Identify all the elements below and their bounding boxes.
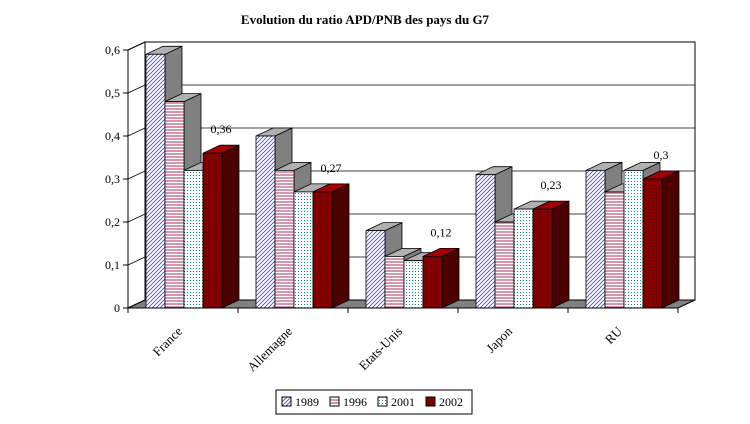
bar-front [642,178,663,309]
data-label: 0,23 [541,178,562,192]
data-label: 0,12 [431,225,452,239]
legend-box [275,389,473,415]
gridline-side [127,213,146,223]
bar-front [403,260,424,309]
bar-front [623,169,644,309]
bars [145,45,680,309]
legend-swatch [377,396,388,407]
category-label: Allemagne [244,323,295,374]
bar-front [255,135,276,309]
chart-title: Evolution du ratio APD/PNB des pays du G… [241,12,490,27]
legend-swatch [425,396,436,407]
legend-label: 1989 [295,395,319,409]
category-label: RU [602,323,626,347]
bar-japon-2002 [532,200,570,309]
bar-side [441,247,460,309]
data-label: 0,36 [211,122,232,136]
bar-side [331,183,350,309]
legend-item-2001: 2001 [377,395,415,409]
y-tick-label: 0,5 [105,86,120,100]
y-tick-label: 0,3 [105,172,120,186]
bar-front [183,169,204,309]
bar-side [551,200,570,309]
bar-front [365,230,386,309]
bar-side [661,170,680,309]
legend-item-1996: 1996 [329,395,367,409]
legend: 1989 1996 2001 2002 [275,389,473,415]
bar-front [384,255,405,309]
bar-ru-2002 [642,170,680,309]
legend-label: 2001 [391,395,415,409]
category-label: France [150,323,186,359]
y-tick-label: 0,2 [105,215,120,229]
y-tick-label: 0 [114,301,120,315]
gridline-side [127,84,146,94]
data-labels: 0,36 0,27 0,12 0,23 0,3 [211,122,669,239]
bar-front [585,169,606,309]
bar-etats-unis-2002 [422,247,460,309]
y-axis-ticks: 0 0,1 0,2 0,3 0,4 0,5 0,6 [105,43,129,315]
bar-front [274,169,295,309]
legend-swatch [329,396,340,407]
x-axis-labels: France Allemagne Etats-Unis Japon RU [127,307,679,374]
y-tick-label: 0,4 [105,129,120,143]
y-tick-label: 0,6 [105,43,120,57]
bar-front [293,191,314,309]
gridline-side [127,256,146,266]
y-tick-label: 0,1 [105,258,120,272]
category-label: Japon [483,323,515,355]
gridline-side [127,170,146,180]
bar-front [312,191,333,309]
bar-front [202,152,223,309]
bar-front [604,191,625,309]
legend-items: 1989 1996 2001 2002 [281,395,463,409]
bar-allemagne-2002 [312,183,350,309]
bar-front [513,208,534,309]
data-label: 0,27 [321,161,342,175]
bar-front [475,174,496,309]
bar-front [532,208,553,309]
category-label: Etats-Unis [356,324,405,373]
bar-front [422,255,443,309]
legend-label: 1996 [343,395,367,409]
bar-side [221,144,240,309]
bar-front [494,221,515,309]
bar-front [145,53,166,309]
bar-front [164,101,185,309]
legend-item-1989: 1989 [281,395,319,409]
legend-swatch [281,396,292,407]
gridline-side [127,127,146,137]
data-label: 0,3 [654,148,669,162]
legend-label: 2002 [439,395,463,409]
gridline-side [127,41,146,51]
legend-item-2002: 2002 [425,395,463,409]
bar-france-2002 [202,144,240,309]
